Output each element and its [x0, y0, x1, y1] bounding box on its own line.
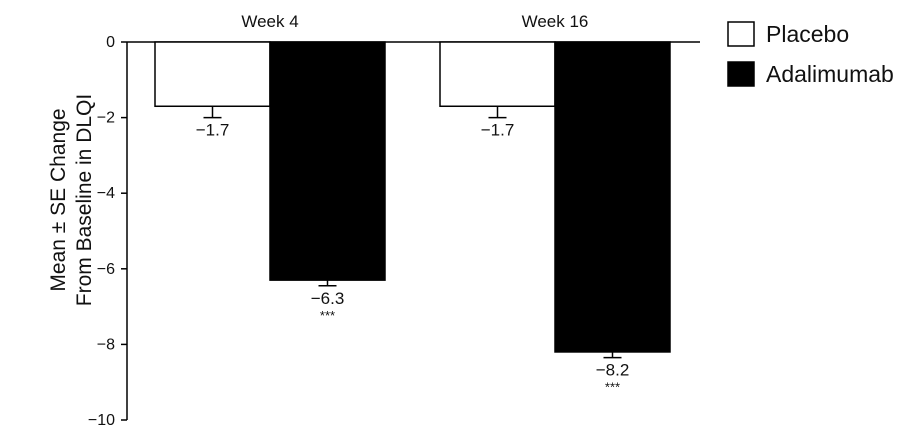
y-axis-title-line-2: From Baseline in DLQI — [73, 94, 96, 306]
data-label: −1.7 — [196, 121, 230, 140]
bar — [554, 41, 671, 353]
category-label: Week 16 — [522, 12, 589, 31]
y-tick-label: 0 — [106, 34, 115, 51]
category-label: Week 4 — [241, 12, 298, 31]
y-tick-label: −2 — [97, 110, 115, 127]
significance-label: *** — [605, 380, 620, 395]
legend-swatch — [727, 21, 755, 47]
bar — [154, 41, 271, 108]
significance-label: *** — [320, 308, 335, 323]
data-label: −1.7 — [481, 121, 515, 140]
y-tick-label: −4 — [97, 185, 115, 202]
y-axis-title-line-1: Mean ± SE Change — [47, 108, 70, 291]
x-axis: Week 4 Week 16 — [127, 12, 700, 43]
bar — [269, 41, 386, 281]
bars: −1.7−6.3***−1.7−8.2*** — [154, 41, 671, 395]
legend-label: Placebo — [766, 21, 849, 47]
data-label: −8.2 — [596, 361, 630, 380]
y-tick-label: −8 — [97, 336, 115, 353]
y-tick-label: −6 — [97, 261, 115, 278]
data-label: −6.3 — [311, 289, 345, 308]
y-tick-label: −10 — [88, 412, 115, 426]
bar — [439, 41, 556, 108]
legend: Placebo Adalimumab — [727, 21, 894, 87]
y-axis-title: Mean ± SE Change From Baseline in DLQI — [47, 94, 96, 306]
legend-swatch — [727, 61, 755, 87]
legend-label: Adalimumab — [766, 61, 894, 87]
y-axis: 0 −2 −4 −6 −8 −10 — [88, 34, 128, 426]
